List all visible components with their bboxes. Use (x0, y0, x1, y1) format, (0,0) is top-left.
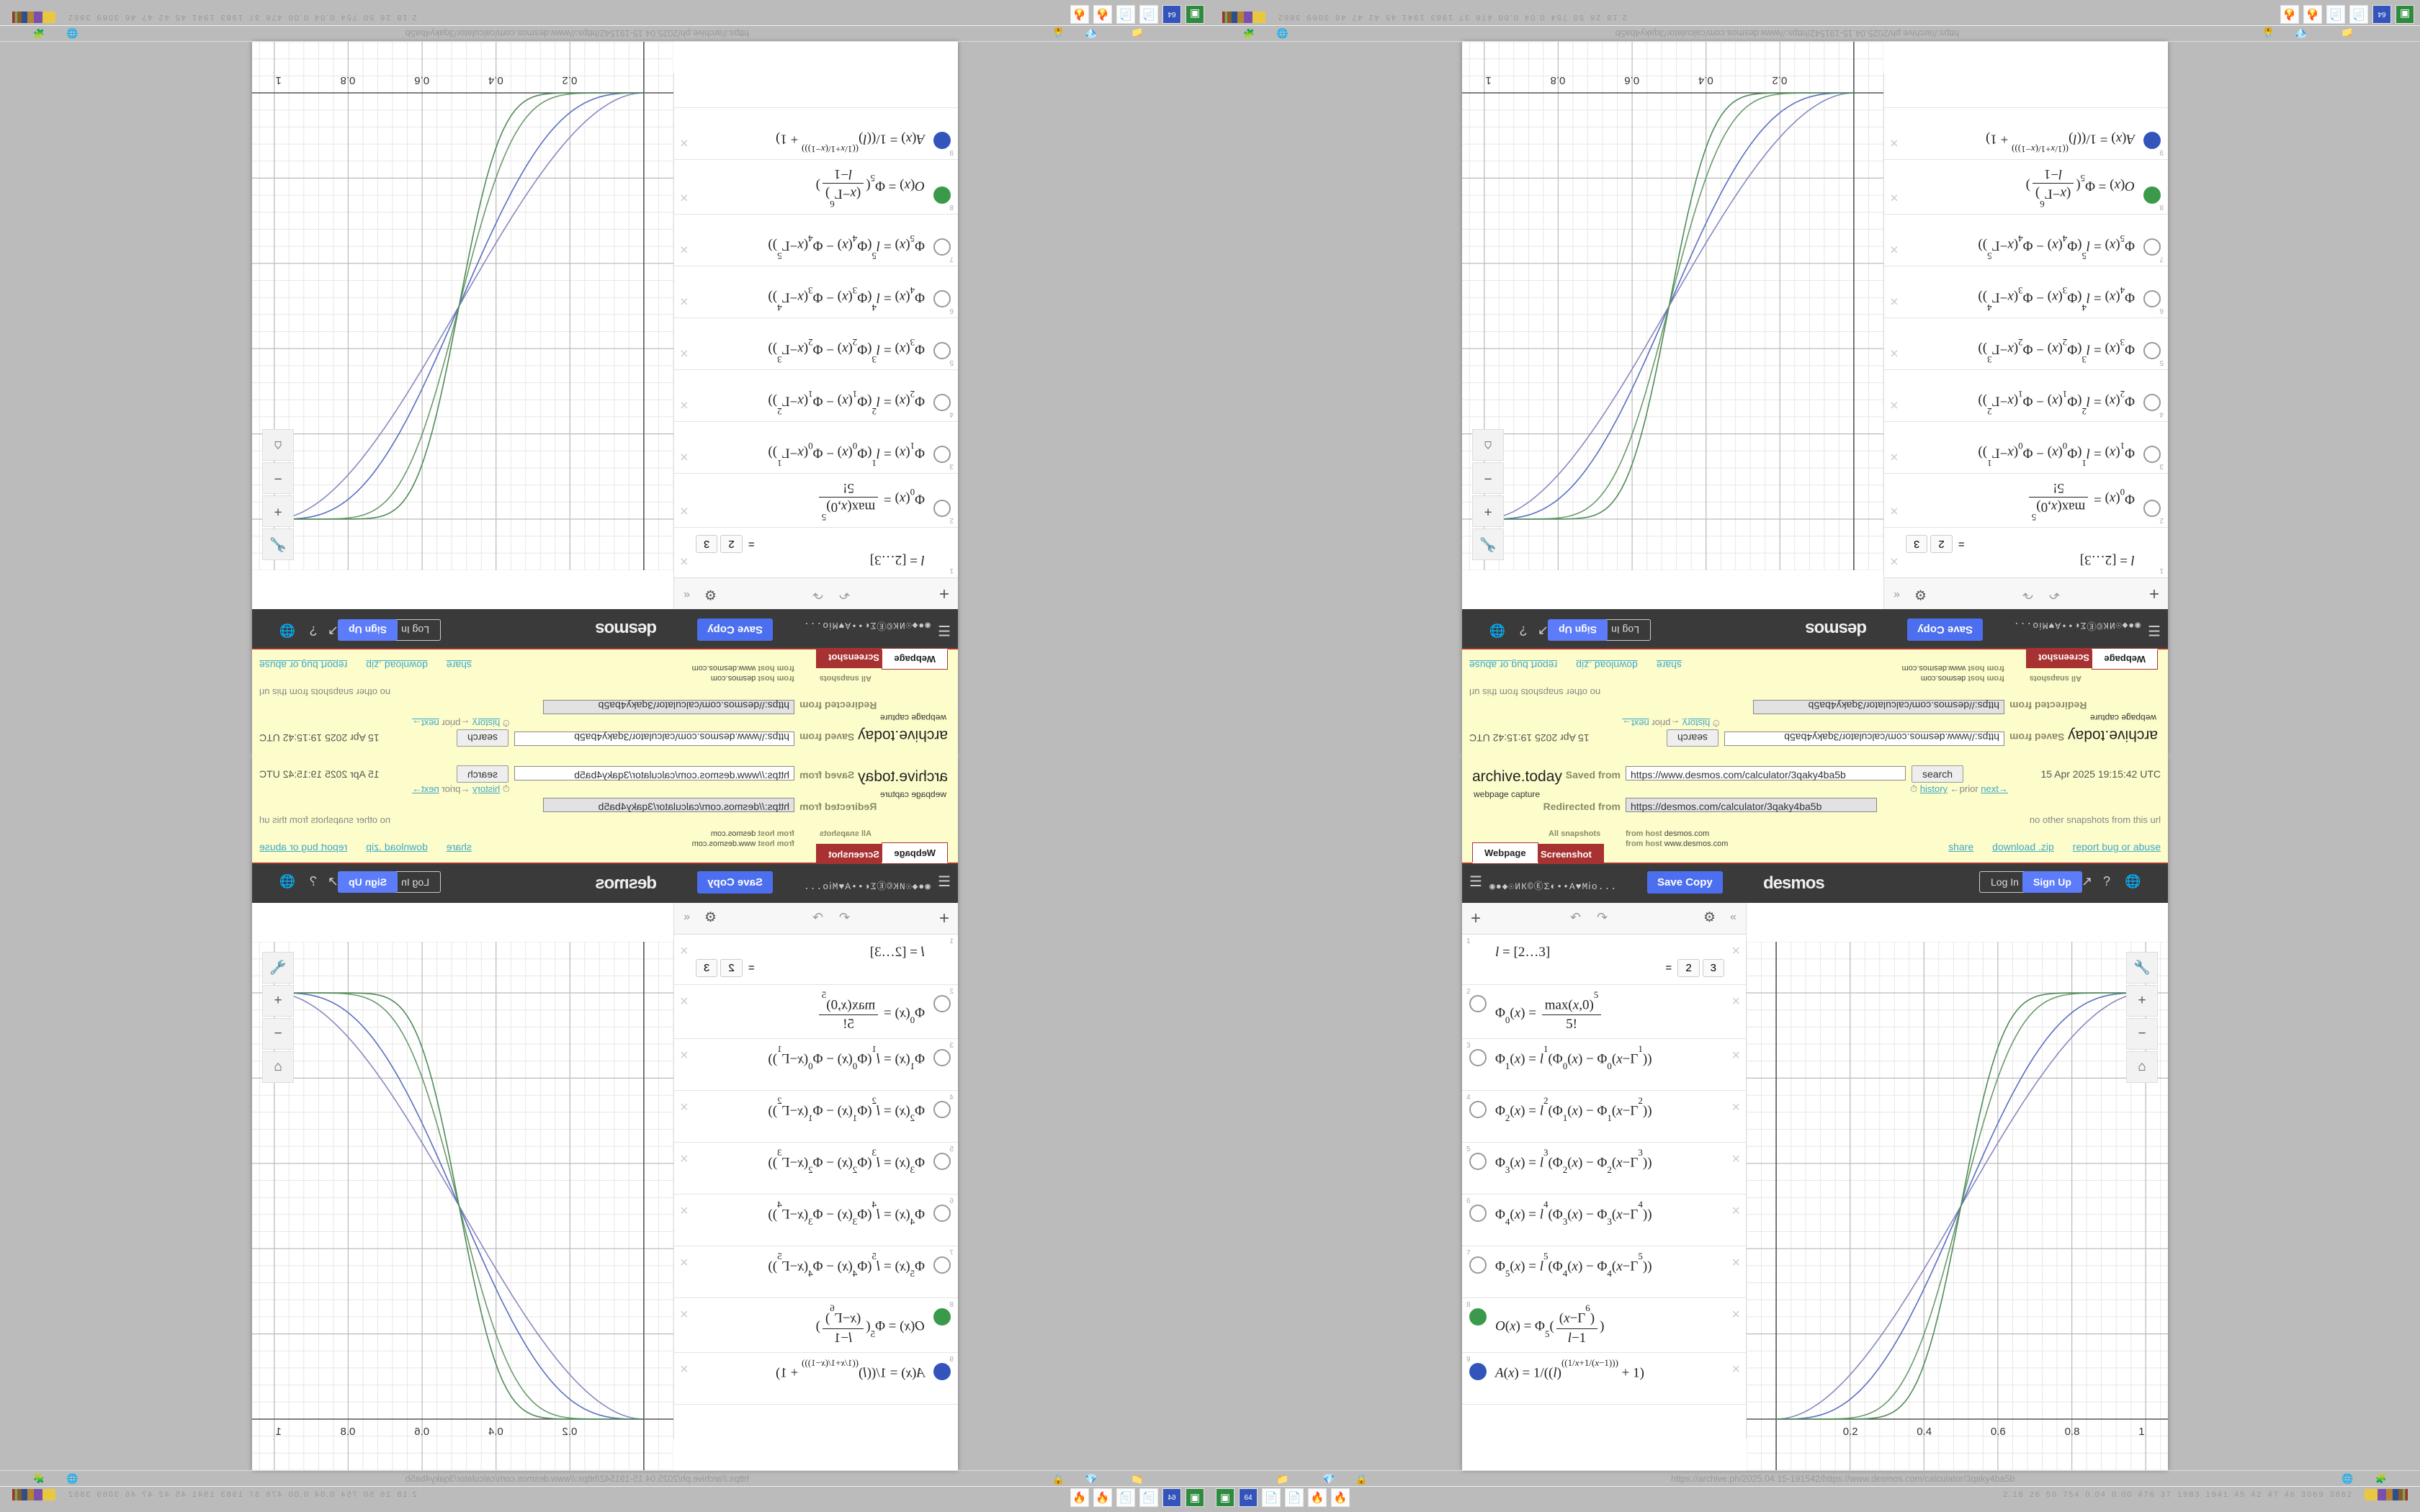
svg-text:0.6: 0.6 (1991, 1426, 2006, 1438)
svg-text:0.2: 0.2 (1772, 74, 1787, 86)
svg-text:1: 1 (275, 1426, 281, 1438)
svg-text:0.2: 0.2 (562, 1426, 577, 1438)
svg-text:0.8: 0.8 (2065, 1426, 2080, 1438)
svg-text:1: 1 (1485, 74, 1491, 86)
svg-text:0.2: 0.2 (562, 74, 577, 86)
svg-text:0.6: 0.6 (414, 74, 429, 86)
svg-text:1: 1 (275, 74, 281, 86)
svg-text:1: 1 (2138, 1426, 2144, 1438)
svg-text:0.8: 0.8 (341, 74, 356, 86)
svg-text:0.8: 0.8 (1551, 74, 1566, 86)
svg-text:0.6: 0.6 (1624, 74, 1639, 86)
svg-text:0.4: 0.4 (1698, 74, 1713, 86)
svg-text:0.6: 0.6 (414, 1426, 429, 1438)
svg-text:0.8: 0.8 (341, 1426, 356, 1438)
svg-text:0.2: 0.2 (1843, 1426, 1858, 1438)
svg-text:0.4: 0.4 (1917, 1426, 1932, 1438)
svg-text:0.4: 0.4 (488, 1426, 503, 1438)
svg-text:0.4: 0.4 (488, 74, 503, 86)
